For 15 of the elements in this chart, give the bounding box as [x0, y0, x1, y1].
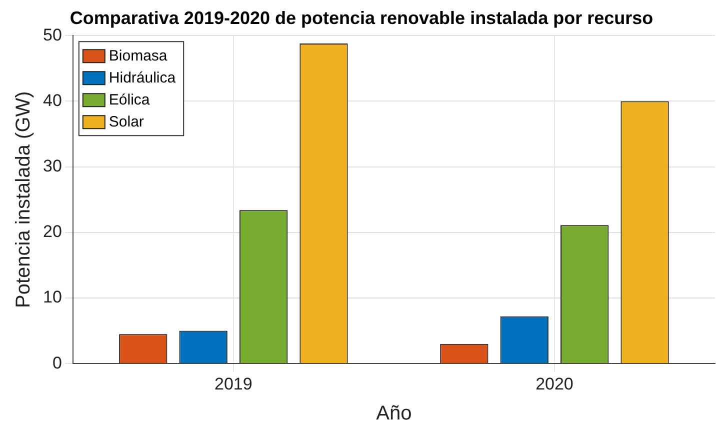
- y-axis-title: Potencia instalada (GW): [12, 91, 35, 308]
- y-tick-label: 0: [52, 353, 62, 372]
- x-tick-label: 2020: [536, 374, 574, 394]
- y-tick-label: 20: [42, 222, 62, 242]
- legend-label: Hidráulica: [108, 70, 176, 87]
- y-tick-label: 50: [42, 25, 62, 44]
- legend-label: Solar: [108, 114, 144, 131]
- y-tick-label: 40: [42, 90, 62, 110]
- y-tick-label: 10: [42, 288, 62, 307]
- chart-title: Comparativa 2019-2020 de potencia renovable instalada por recurso: [70, 8, 654, 28]
- x-tick-label: 2019: [214, 374, 252, 394]
- y-tick-label: 30: [42, 156, 62, 176]
- legend-label: Eólica: [108, 92, 150, 109]
- legend-label: Biomasa: [108, 48, 168, 65]
- x-axis-title: Año: [376, 402, 412, 425]
